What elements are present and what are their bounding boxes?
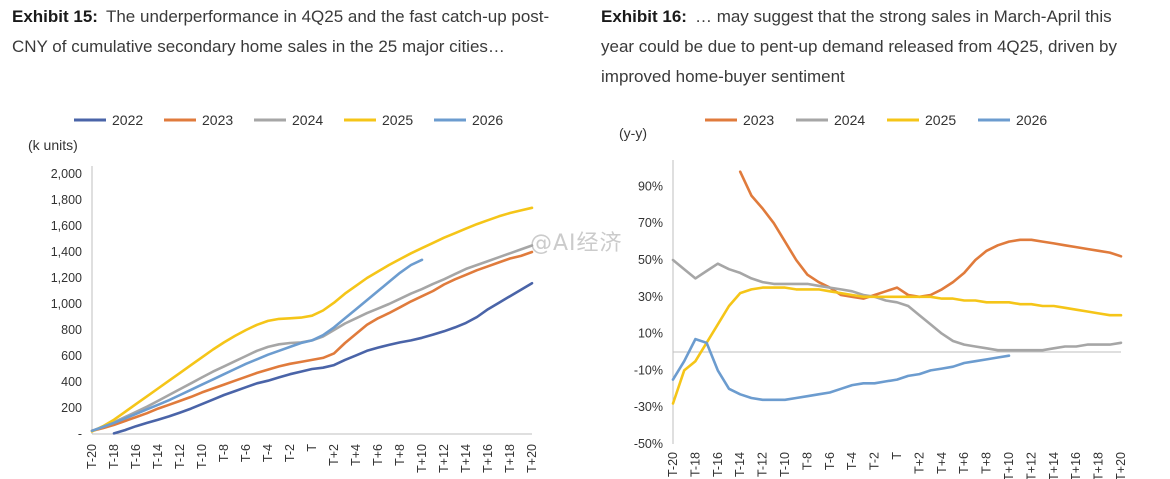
x-tick-label: T-6 <box>239 444 253 462</box>
x-tick-label: T <box>305 444 319 452</box>
exhibit-15-caption: Exhibit 15: The underperformance in 4Q25 … <box>12 2 552 62</box>
series-line-2026 <box>90 258 424 433</box>
series-line-2025 <box>90 206 534 433</box>
legend-label-2024: 2024 <box>834 112 865 128</box>
legend-label-2024: 2024 <box>292 112 323 128</box>
x-tick-label: T+10 <box>1002 452 1016 479</box>
x-tick-label: T-20 <box>85 444 99 469</box>
x-tick-label: T-14 <box>733 452 747 477</box>
x-tick-label: T+2 <box>912 452 926 474</box>
exhibit-15-label: Exhibit 15: <box>12 7 98 26</box>
x-tick-label: T-8 <box>800 452 814 470</box>
series-line-2023 <box>90 250 534 433</box>
x-tick-label: T-16 <box>711 452 725 477</box>
series-line-2025 <box>671 286 1123 405</box>
series-line-2022 <box>112 281 534 435</box>
x-tick-label: T+8 <box>980 452 994 474</box>
x-tick-label: T-6 <box>823 452 837 470</box>
x-tick-label: T-10 <box>778 452 792 477</box>
series-line-2026 <box>671 337 1011 402</box>
y-tick-label: - <box>78 427 82 441</box>
x-tick-label: T+20 <box>1114 452 1128 479</box>
y-tick-label: -10% <box>634 363 663 377</box>
x-tick-label: T+6 <box>957 452 971 474</box>
x-tick-label: T-2 <box>868 452 882 470</box>
x-tick-label: T-4 <box>845 452 859 470</box>
x-tick-label: T-2 <box>283 444 297 462</box>
x-tick-label: T-8 <box>217 444 231 462</box>
x-tick-label: T-4 <box>261 444 275 462</box>
x-tick-label: T-18 <box>688 452 702 477</box>
x-tick-label: T-18 <box>107 444 121 469</box>
x-tick-label: T-12 <box>173 444 187 469</box>
x-tick-label: T+16 <box>1069 452 1083 479</box>
exhibit-16-label: Exhibit 16: <box>601 7 687 26</box>
y-tick-label: 200 <box>61 401 82 415</box>
series-line-2024 <box>90 244 534 433</box>
y-tick-label: 1,400 <box>51 245 82 259</box>
y-tick-label: 50% <box>638 253 663 267</box>
x-tick-label: T+18 <box>1092 452 1106 479</box>
exhibit-16-panel: Exhibit 16:… may suggest that the strong… <box>595 0 1170 479</box>
x-tick-label: T+16 <box>481 444 495 473</box>
exhibit-15-panel: Exhibit 15: The underperformance in 4Q25 … <box>0 0 580 479</box>
exhibit-15-text: The underperformance in 4Q25 and the fas… <box>12 7 550 56</box>
unit-label: (y-y) <box>619 125 647 141</box>
unit-label: (k units) <box>28 137 78 153</box>
x-tick-label: T+4 <box>935 452 949 474</box>
legend-label-2023: 2023 <box>743 112 774 128</box>
y-tick-label: 1,200 <box>51 271 82 285</box>
y-tick-label: -50% <box>634 437 663 451</box>
legend-label-2025: 2025 <box>382 112 413 128</box>
x-tick-label: T+14 <box>459 444 473 473</box>
watermark-text: @AI经济 <box>530 231 623 256</box>
cumulative-sales-chart: 2022 2023 2024 2025 2026 (k units) - 200 400 600 8… <box>28 112 539 473</box>
x-tick-label: T+4 <box>349 444 363 466</box>
x-tick-label: T+8 <box>393 444 407 466</box>
y-tick-label: 30% <box>638 290 663 304</box>
x-tick-label: T+2 <box>327 444 341 466</box>
x-tick-label: T <box>890 452 904 460</box>
x-tick-label: T+12 <box>1024 452 1038 479</box>
x-tick-label: T-16 <box>129 444 143 469</box>
y-tick-label: 400 <box>61 375 82 389</box>
series-line-2024 <box>671 258 1123 352</box>
exhibit-16-caption: Exhibit 16:… may suggest that the strong… <box>601 2 1141 92</box>
x-tick-label: T+10 <box>415 444 429 473</box>
y-tick-label: 1,800 <box>51 193 82 207</box>
series-line-2023 <box>738 170 1123 300</box>
y-tick-label: 2,000 <box>51 167 82 181</box>
legend-label-2026: 2026 <box>1016 112 1047 128</box>
exhibit-16-text: … may suggest that the strong sales in M… <box>601 7 1117 86</box>
x-tick-label: T+18 <box>503 444 517 473</box>
legend-label-2023: 2023 <box>202 112 233 128</box>
legend-label-2026: 2026 <box>472 112 503 128</box>
y-tick-label: -30% <box>634 400 663 414</box>
y-tick-label: 800 <box>61 323 82 337</box>
x-tick-label: T-12 <box>756 452 770 477</box>
y-tick-label: 90% <box>638 179 663 193</box>
x-tick-label: T+14 <box>1047 452 1061 479</box>
x-tick-label: T-20 <box>666 452 680 477</box>
legend-label-2025: 2025 <box>925 112 956 128</box>
x-tick-label: T+12 <box>437 444 451 473</box>
y-tick-label: 10% <box>638 327 663 341</box>
y-tick-label: 1,000 <box>51 297 82 311</box>
y-tick-label: 1,600 <box>51 219 82 233</box>
x-tick-label: T-14 <box>151 444 165 469</box>
y-tick-label: 70% <box>638 216 663 230</box>
yoy-sales-chart: 2023 2024 2025 2026 (y-y) -50% -30% -10% 10% 30% 5… <box>619 112 1128 479</box>
x-tick-label: T+6 <box>371 444 385 466</box>
x-tick-label: T+20 <box>525 444 539 473</box>
legend-label-2022: 2022 <box>112 112 143 128</box>
x-tick-label: T-10 <box>195 444 209 469</box>
y-tick-label: 600 <box>61 349 82 363</box>
